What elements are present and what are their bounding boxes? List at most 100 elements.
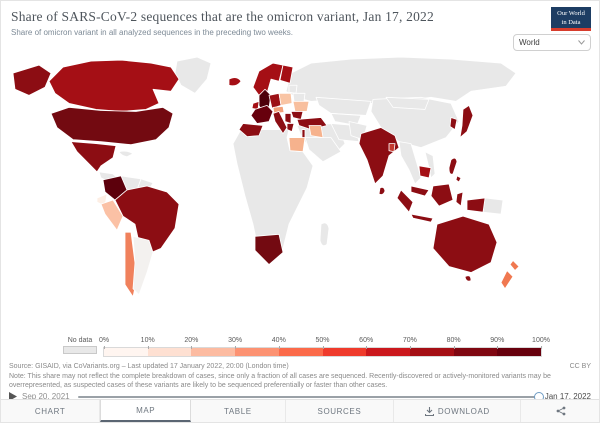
legend-segment-5[interactable] [322,348,367,356]
timeline-start-date[interactable]: Sep 20, 2021 [22,392,70,401]
country-canada[interactable] [48,59,180,112]
country-mongolia[interactable] [385,96,430,110]
country-saudi-arabia[interactable] [304,137,342,163]
country-japan[interactable] [459,104,474,139]
country-usa[interactable] [50,106,174,146]
license-badge[interactable]: CC BY [569,363,591,370]
country-ukraine[interactable] [292,100,310,112]
tab-map-label: MAP [136,405,156,415]
share-button[interactable] [521,400,599,422]
country-sri-lanka[interactable] [378,186,386,195]
legend-segment-0[interactable] [104,348,148,356]
legend-segment-1[interactable] [147,348,192,356]
country-mexico[interactable] [70,141,117,173]
country-greece[interactable] [286,123,295,132]
legend-tick-90%: 90% [490,337,505,349]
country-philippines[interactable] [448,157,462,183]
country-africa[interactable] [232,129,314,263]
country-italy[interactable] [272,111,288,134]
tab-map[interactable]: MAP [100,400,192,422]
country-india[interactable] [358,127,400,185]
country-peru[interactable] [100,199,124,231]
share-icon [556,406,566,416]
timeline-slider[interactable] [77,391,544,402]
chevron-down-icon [578,40,585,45]
country-israel[interactable] [301,129,306,139]
legend-tick-20%: 20% [184,337,199,349]
country-east-europe[interactable] [292,92,306,102]
legend-segment-7[interactable] [409,348,454,356]
legend-tick-row: 0% 10% 20% 30% 40% 50% 60% 70% 80% 90% 100% [99,337,550,349]
tab-chart-label: CHART [34,406,66,416]
legend-segment-4[interactable] [278,348,323,356]
country-indonesia[interactable] [396,183,486,223]
legend-segment-2[interactable] [191,348,236,356]
country-baltics[interactable] [288,84,298,94]
legend-no-data-swatch [63,346,97,354]
owid-logo[interactable]: Our World in Data [551,7,591,31]
country-france[interactable] [250,104,274,124]
country-balkans[interactable] [284,113,292,124]
play-button[interactable] [9,392,17,401]
country-alaska[interactable] [12,64,52,96]
legend-segment-8[interactable] [453,348,498,356]
play-icon [9,392,17,401]
country-new-zealand[interactable] [500,260,520,290]
country-papua-new-guinea[interactable] [482,197,504,215]
country-madagascar[interactable] [319,222,330,247]
country-greenland[interactable] [174,56,212,94]
owid-logo-line1: Our World [557,10,585,17]
tab-table[interactable]: TABLE [191,400,286,422]
country-australia[interactable] [432,215,498,282]
country-norway-sweden[interactable] [252,62,284,96]
legend-tick-60%: 60% [359,337,374,349]
timeline-end-date[interactable]: Jan 17, 2022 [544,392,591,401]
country-cambodia[interactable] [418,165,432,179]
country-iraq[interactable] [308,125,324,139]
country-russia[interactable] [285,56,517,104]
legend-segment-9[interactable] [497,348,542,356]
country-argentina[interactable] [132,235,154,296]
tab-download-label: DOWNLOAD [437,406,490,416]
page-subtitle: Share of omicron variant in all analyzed… [11,28,293,37]
country-egypt[interactable] [288,137,306,153]
map-legend: No data 0% 10% 20% 30% 40% 50% 60% 70% 80% 90% 100… [1,337,599,359]
legend-segment-3[interactable] [235,348,279,356]
country-malaysia[interactable] [410,185,430,197]
country-poland[interactable] [278,92,293,106]
legend-scale: 0% 10% 20% 30% 40% 50% 60% 70% 80% 90% 100% [99,337,550,357]
source-text[interactable]: Source: GISAID, via CoVariants.org – Las… [9,363,289,370]
legend-tick-30%: 30% [228,337,243,349]
world-map [12,56,520,298]
page-title[interactable]: Share of SARS-CoV-2 sequences that are t… [11,9,434,24]
header: Share of SARS-CoV-2 sequences that are t… [11,9,539,37]
region-selector[interactable]: World [513,34,591,51]
legend-tick-50%: 50% [315,337,330,349]
country-vietnam[interactable] [424,151,436,179]
tab-sources[interactable]: SOURCES [285,400,395,422]
country-romania[interactable] [290,111,304,120]
country-spain[interactable] [238,123,264,138]
country-cuba[interactable] [118,150,134,158]
legend-tick-0%: 0% [98,337,110,349]
tab-sources-label: SOURCES [317,406,362,416]
note-text: Note: This share may not reflect the com… [9,373,551,390]
country-indochina[interactable] [398,141,422,185]
country-bangladesh[interactable] [388,143,396,153]
country-iceland[interactable] [228,77,242,87]
owid-logo-stripe [551,28,591,31]
tab-chart[interactable]: CHART [1,400,101,422]
country-finland[interactable] [279,64,294,84]
legend-gradient[interactable] [103,347,542,357]
legend-no-data[interactable]: No data [63,337,97,354]
tab-download[interactable]: DOWNLOAD [394,400,522,422]
country-south-korea[interactable] [449,117,458,130]
legend-segment-6[interactable] [366,348,410,356]
legend-no-data-label: No data [67,337,93,344]
country-brazil[interactable] [114,185,180,255]
footer-meta: Source: GISAID, via CoVariants.org – Las… [9,362,591,390]
country-czech-austria[interactable] [272,105,285,114]
owid-logo-line2: in Data [561,18,581,26]
country-south-africa[interactable] [254,233,284,265]
